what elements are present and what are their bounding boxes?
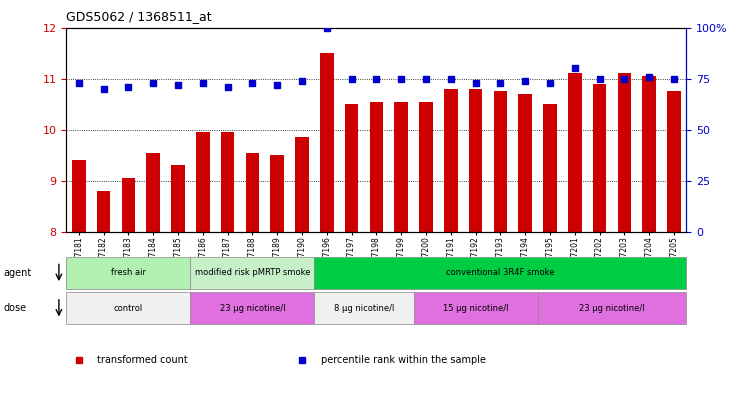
- Text: GDS5062 / 1368511_at: GDS5062 / 1368511_at: [66, 10, 212, 23]
- Text: percentile rank within the sample: percentile rank within the sample: [320, 354, 486, 365]
- Bar: [190, 257, 314, 289]
- Bar: [221, 132, 235, 232]
- Bar: [320, 53, 334, 232]
- Text: agent: agent: [4, 268, 32, 278]
- Bar: [394, 101, 408, 232]
- Bar: [190, 292, 314, 324]
- Bar: [171, 165, 184, 232]
- Bar: [494, 92, 507, 232]
- Bar: [568, 73, 582, 232]
- Bar: [642, 76, 656, 232]
- Bar: [593, 84, 607, 232]
- Bar: [537, 292, 686, 324]
- Text: fresh air: fresh air: [111, 268, 146, 277]
- Bar: [419, 101, 432, 232]
- Bar: [345, 104, 359, 232]
- Bar: [122, 178, 135, 232]
- Text: 23 μg nicotine/l: 23 μg nicotine/l: [579, 304, 645, 312]
- Text: conventional 3R4F smoke: conventional 3R4F smoke: [446, 268, 555, 277]
- Text: dose: dose: [4, 303, 27, 313]
- Bar: [246, 152, 259, 232]
- Bar: [370, 101, 383, 232]
- Bar: [667, 92, 680, 232]
- Bar: [518, 94, 532, 232]
- Text: transformed count: transformed count: [97, 354, 188, 365]
- Bar: [72, 160, 86, 232]
- Bar: [469, 89, 483, 232]
- Bar: [97, 191, 111, 232]
- Bar: [314, 292, 413, 324]
- Bar: [618, 73, 631, 232]
- Bar: [314, 257, 686, 289]
- Text: 8 μg nicotine/l: 8 μg nicotine/l: [334, 304, 394, 312]
- Bar: [66, 292, 190, 324]
- Text: modified risk pMRTP smoke: modified risk pMRTP smoke: [195, 268, 310, 277]
- Bar: [295, 138, 308, 232]
- Text: 23 μg nicotine/l: 23 μg nicotine/l: [220, 304, 285, 312]
- Bar: [270, 155, 284, 232]
- Bar: [413, 292, 537, 324]
- Bar: [146, 152, 160, 232]
- Text: control: control: [114, 304, 143, 312]
- Bar: [196, 132, 210, 232]
- Text: 15 μg nicotine/l: 15 μg nicotine/l: [443, 304, 508, 312]
- Bar: [66, 257, 190, 289]
- Bar: [543, 104, 556, 232]
- Bar: [444, 89, 458, 232]
